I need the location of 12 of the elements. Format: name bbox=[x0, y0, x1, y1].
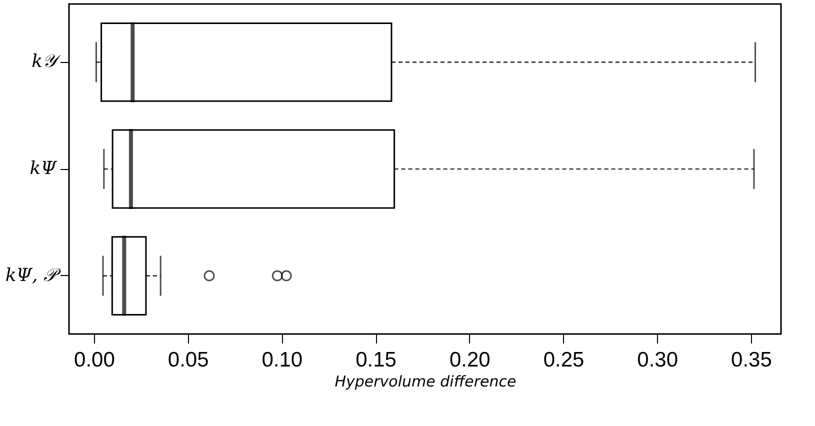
y-tick-label: kΨ, 𝒫 bbox=[5, 264, 62, 286]
x-tick-label: 0.15 bbox=[356, 348, 396, 372]
y-tick-label: kΨ bbox=[30, 158, 58, 179]
x-tick-label: 0.20 bbox=[449, 348, 490, 372]
x-tick-label: 0.05 bbox=[168, 348, 209, 372]
y-tick-label: k𝒴 bbox=[32, 51, 62, 72]
x-tick-label: 0.00 bbox=[74, 348, 115, 372]
x-tick-label: 0.10 bbox=[262, 348, 303, 372]
x-tick-label: 0.30 bbox=[637, 348, 678, 372]
x-tick-label: 0.35 bbox=[731, 348, 772, 372]
x-tick-label: 0.25 bbox=[543, 348, 584, 372]
x-axis-title: Hypervolume difference bbox=[334, 372, 516, 390]
